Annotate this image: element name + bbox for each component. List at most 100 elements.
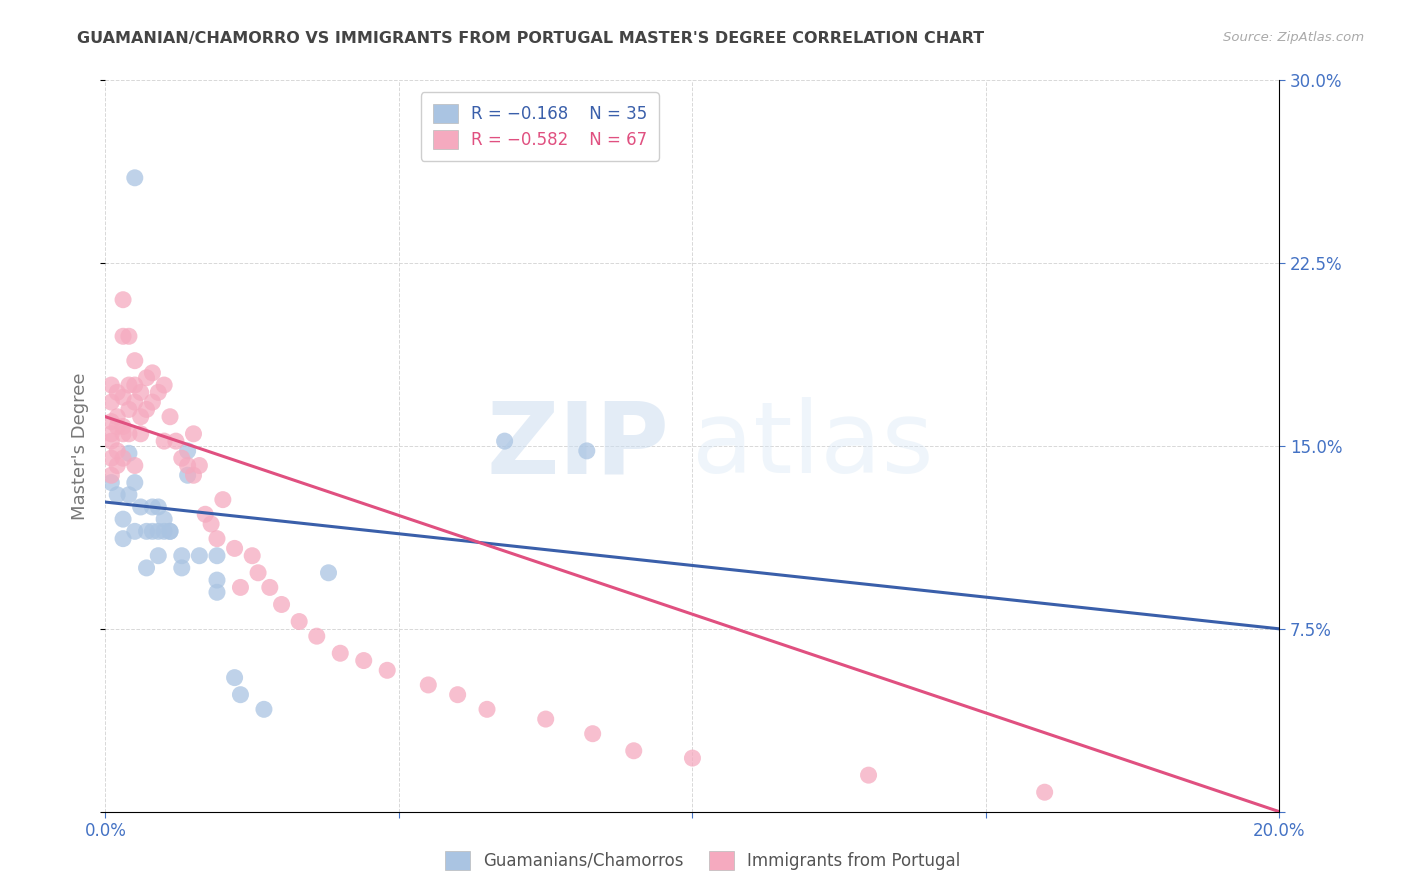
Point (148, 524, 170, 539)
Point (129, 500, 152, 514)
Point (105, 385, 128, 400)
Point (129, 426, 152, 441)
Point (118, 329, 141, 343)
Text: ZIP: ZIP (486, 398, 669, 494)
Point (112, 293, 135, 307)
Point (205, 585, 228, 599)
Point (141, 500, 163, 514)
Point (105, 443, 128, 458)
Point (148, 549, 170, 563)
Point (135, 370, 157, 384)
Point (582, 727, 605, 741)
Point (224, 671, 246, 685)
Point (229, 688, 252, 702)
Point (170, 549, 193, 563)
Point (176, 458, 198, 473)
Point (105, 409, 128, 424)
Point (100, 475, 122, 490)
Point (100, 434, 122, 449)
Point (105, 419, 128, 434)
Point (135, 402, 157, 417)
Point (153, 524, 176, 539)
Point (183, 426, 205, 441)
Point (100, 426, 122, 441)
Point (105, 458, 128, 473)
Point (100, 451, 122, 466)
Point (494, 434, 516, 449)
Point (118, 402, 141, 417)
Point (183, 468, 205, 483)
Point (229, 581, 252, 595)
Legend: Guamanians/Chamorros, Immigrants from Portugal: Guamanians/Chamorros, Immigrants from Po… (439, 844, 967, 877)
Point (141, 395, 163, 409)
Point (148, 500, 170, 514)
Text: atlas: atlas (693, 398, 934, 494)
Point (165, 434, 187, 449)
Point (100, 415, 122, 429)
Point (188, 549, 211, 563)
Point (112, 390, 135, 404)
Point (259, 581, 281, 595)
Text: Source: ZipAtlas.com: Source: ZipAtlas.com (1223, 31, 1364, 45)
Point (447, 688, 470, 702)
Point (112, 419, 135, 434)
Point (124, 170, 146, 185)
Point (205, 549, 228, 563)
Point (112, 532, 135, 546)
Point (129, 409, 152, 424)
Point (100, 395, 122, 409)
Point (575, 443, 598, 458)
Point (124, 395, 146, 409)
Point (129, 385, 152, 400)
Point (159, 409, 181, 424)
Point (858, 768, 880, 782)
Point (100, 468, 122, 483)
Point (418, 678, 440, 692)
Point (135, 561, 157, 575)
Y-axis label: Master's Degree: Master's Degree (72, 372, 90, 520)
Point (270, 598, 292, 612)
Point (623, 744, 645, 758)
Text: GUAMANIAN/CHAMORRO VS IMMIGRANTS FROM PORTUGAL MASTER'S DEGREE CORRELATION CHART: GUAMANIAN/CHAMORRO VS IMMIGRANTS FROM PO… (77, 31, 984, 46)
Point (211, 492, 233, 507)
Point (141, 524, 163, 539)
Point (124, 458, 146, 473)
Point (534, 712, 557, 726)
Point (100, 378, 122, 392)
Point (205, 532, 228, 546)
Point (124, 378, 146, 392)
Point (194, 508, 217, 522)
Point (288, 615, 311, 629)
Legend: R = −0.168    N = 35, R = −0.582    N = 67: R = −0.168 N = 35, R = −0.582 N = 67 (420, 92, 659, 161)
Point (170, 561, 193, 575)
Point (135, 524, 157, 539)
Point (141, 366, 163, 380)
Point (682, 751, 704, 765)
Point (118, 488, 141, 502)
Point (170, 451, 193, 466)
Point (112, 512, 135, 526)
Point (305, 629, 328, 643)
Point (329, 646, 352, 660)
Point (159, 524, 181, 539)
Point (375, 663, 398, 677)
Point (153, 378, 176, 392)
Point (159, 524, 181, 539)
Point (176, 468, 198, 483)
Point (153, 434, 176, 449)
Point (353, 654, 375, 668)
Point (112, 451, 135, 466)
Point (188, 458, 211, 473)
Point (1033, 785, 1056, 799)
Point (240, 549, 263, 563)
Point (124, 475, 146, 490)
Point (253, 702, 276, 716)
Point (112, 329, 135, 343)
Point (247, 566, 270, 580)
Point (205, 573, 228, 587)
Point (153, 512, 176, 526)
Point (118, 378, 141, 392)
Point (118, 446, 141, 460)
Point (124, 353, 146, 368)
Point (124, 524, 146, 539)
